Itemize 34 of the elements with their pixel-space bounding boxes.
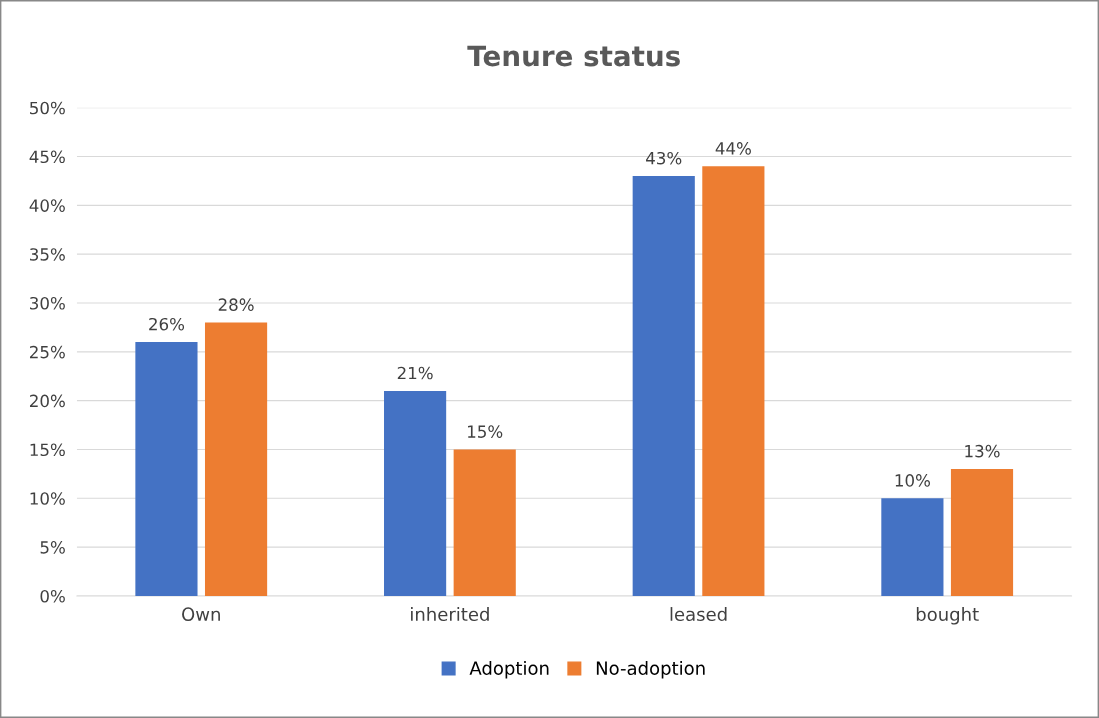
bar — [135, 342, 198, 596]
x-tick-label: inherited — [411, 607, 489, 622]
y-tick-label: 20% — [30, 394, 65, 408]
data-label: 28% — [218, 298, 254, 311]
bar — [950, 469, 1014, 596]
y-tick-label: 30% — [30, 296, 65, 310]
bar — [204, 322, 268, 596]
x-tick-label: leased — [670, 607, 727, 622]
data-label: 43% — [646, 151, 682, 165]
y-tick-label: 25% — [30, 345, 65, 359]
data-label: 15% — [468, 425, 503, 438]
y-tick-label: 40% — [29, 199, 65, 212]
data-label: 21% — [397, 366, 433, 380]
bar — [702, 166, 765, 596]
bar — [881, 498, 944, 596]
data-label: 10% — [895, 474, 930, 487]
x-tick-label: Own — [182, 607, 220, 622]
chart-title: Tenure status — [467, 45, 680, 67]
bar — [453, 449, 516, 596]
data-label: 26% — [149, 317, 185, 331]
data-label: 13% — [965, 444, 1000, 458]
legend-label: No-adoption — [596, 661, 705, 679]
x-tick-label: bought — [916, 607, 979, 625]
y-tick-label: 35% — [30, 248, 65, 261]
y-tick-label: 10% — [30, 492, 65, 505]
y-tick-label: 50% — [30, 101, 65, 115]
legend-label: Adoption — [469, 661, 549, 679]
y-tick-label: 45% — [29, 150, 65, 164]
y-tick-label: 15% — [30, 443, 65, 457]
bar — [632, 176, 695, 596]
y-tick-label: 0% — [40, 589, 65, 603]
y-tick-label: 5% — [40, 541, 65, 554]
data-label: 44% — [715, 142, 751, 155]
bar — [384, 390, 447, 596]
